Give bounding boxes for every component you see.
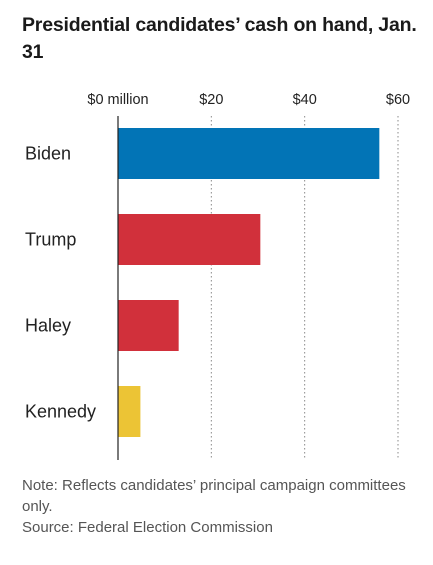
x-axis-ticks: $0 million $20 $40 $60 (87, 92, 410, 108)
x-tick-label: $40 (293, 92, 317, 108)
chart-title: Presidential candidates’ cash on hand, J… (22, 14, 417, 63)
footnote: Note: Reflects candidates’ principal cam… (22, 475, 417, 538)
bar-biden (118, 128, 380, 179)
category-labels: Biden Trump Haley Kennedy (25, 144, 96, 422)
category-label: Kennedy (25, 402, 96, 422)
category-label: Biden (25, 144, 71, 164)
note-text: Note: Reflects candidates’ principal cam… (22, 477, 406, 515)
x-tick-label: $60 (386, 92, 410, 108)
bar-haley (118, 300, 179, 351)
category-label: Haley (25, 316, 71, 336)
x-tick-label: $0 million (87, 92, 148, 108)
bar-chart: $0 million $20 $40 $60 Biden Trump Haley Kenne… (25, 92, 410, 460)
bars (118, 128, 380, 437)
source-text: Source: Federal Election Commission (22, 519, 273, 536)
bar-kennedy (118, 386, 141, 437)
bar-trump (118, 214, 261, 265)
category-label: Trump (25, 230, 76, 250)
x-tick-label: $20 (199, 92, 223, 108)
